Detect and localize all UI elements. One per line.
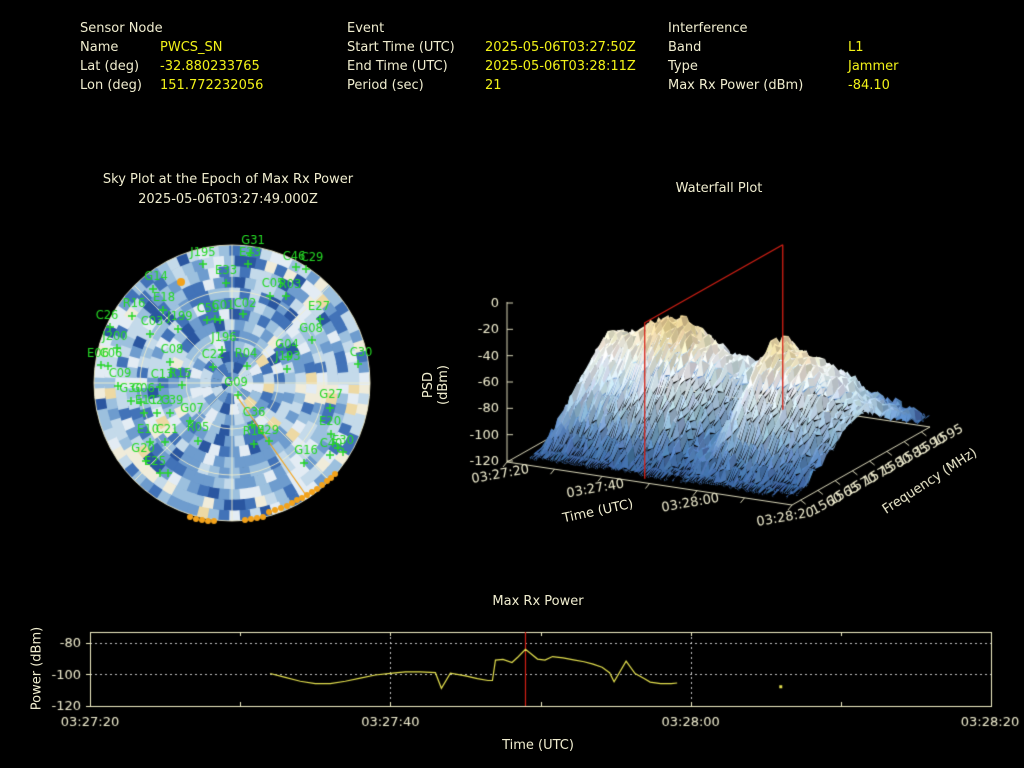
sensor-lat-value: -32.880233765 (160, 59, 260, 74)
event-period-label: Period (sec) (347, 78, 424, 93)
sensor-node-title: Sensor Node (80, 21, 163, 36)
event-period-value: 21 (485, 78, 502, 93)
sensor-lon-value: 151.772232056 (160, 78, 264, 93)
interference-type-label: Type (668, 59, 698, 74)
event-start-label: Start Time (UTC) (347, 40, 455, 55)
interference-band-value: L1 (848, 40, 864, 55)
interference-maxrx-value: -84.10 (848, 78, 890, 93)
sensor-name-value: PWCS_SN (160, 40, 223, 55)
interference-title: Interference (668, 21, 748, 36)
max-rx-power-canvas (0, 575, 1024, 768)
event-end-label: End Time (UTC) (347, 59, 448, 74)
sensor-lat-label: Lat (deg) (80, 59, 140, 74)
waterfall-canvas (415, 230, 1020, 530)
sky-plot-title: Sky Plot at the Epoch of Max Rx Power (102, 172, 354, 187)
waterfall-psd-axis-label: PSD (dBm) (421, 365, 451, 405)
event-start-value: 2025-05-06T03:27:50Z (485, 40, 636, 55)
waterfall-title: Waterfall Plot (675, 181, 763, 196)
max-rx-power-y-axis-label: Power (dBm) (29, 626, 45, 711)
event-end-value: 2025-05-06T03:28:11Z (485, 59, 636, 74)
sky-plot-canvas (80, 235, 392, 535)
max-rx-power-x-axis-label: Time (UTC) (502, 738, 574, 753)
interference-type-value: Jammer (848, 59, 899, 74)
interference-band-label: Band (668, 40, 702, 55)
sensor-lon-label: Lon (deg) (80, 78, 142, 93)
sensor-name-label: Name (80, 40, 119, 55)
interference-maxrx-label: Max Rx Power (dBm) (668, 78, 804, 93)
event-title: Event (347, 21, 385, 36)
sky-plot-subtitle: 2025-05-06T03:27:49.000Z (138, 192, 318, 207)
